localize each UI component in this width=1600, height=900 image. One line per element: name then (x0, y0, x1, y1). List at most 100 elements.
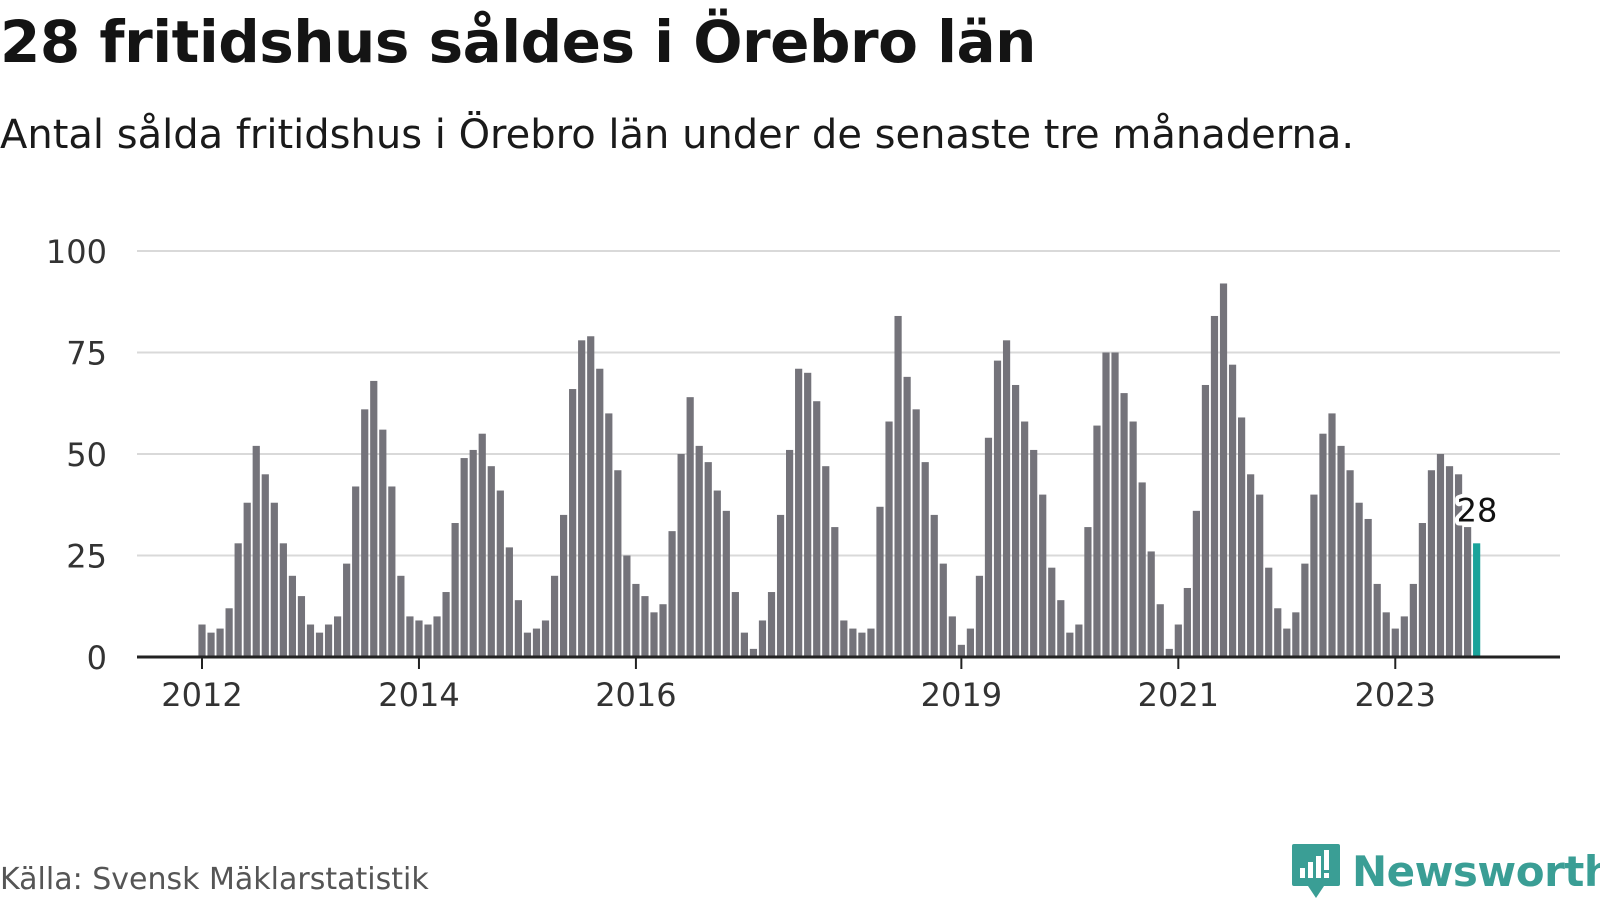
bar (334, 616, 342, 657)
chart-subtitle: Antal sålda fritidshus i Örebro län unde… (0, 112, 1355, 158)
highlight-label: 28 (1457, 491, 1498, 529)
bar (876, 506, 884, 657)
bars (198, 283, 1481, 657)
bar (1301, 563, 1309, 657)
bar (1219, 283, 1228, 657)
bar (1147, 551, 1155, 657)
bar (1165, 648, 1173, 657)
bar (1310, 494, 1318, 657)
bar (216, 628, 224, 657)
bar (614, 470, 622, 657)
y-axis-ticks: 0 25 50 75 100 (46, 233, 107, 677)
bar (541, 620, 550, 657)
x-tick-label: 2021 (1138, 676, 1219, 714)
bar-highlight (1473, 543, 1481, 657)
bar (324, 624, 333, 657)
bar (487, 466, 495, 657)
bar (234, 543, 242, 657)
bar (442, 592, 450, 657)
bar (993, 360, 1002, 657)
bar (1418, 523, 1426, 657)
bar (686, 397, 694, 657)
bar (840, 620, 848, 657)
bar (587, 336, 595, 657)
bar (1210, 315, 1219, 657)
bar (1156, 604, 1164, 657)
bar (379, 429, 387, 657)
newsworthy-logo-icon (1292, 844, 1340, 898)
bar (605, 413, 613, 657)
bar (370, 380, 378, 657)
bar (713, 490, 721, 657)
bar (1138, 482, 1146, 657)
bar (776, 514, 785, 657)
bar (930, 514, 938, 657)
bar (677, 454, 685, 657)
bar (885, 421, 893, 657)
bar (1021, 421, 1029, 657)
bar (695, 445, 703, 657)
bar (867, 628, 875, 657)
bar (532, 628, 541, 657)
bar (406, 616, 414, 657)
bar (1111, 352, 1119, 657)
bar (623, 555, 631, 657)
bar (1039, 494, 1047, 657)
bar (1247, 474, 1255, 657)
bar (740, 632, 748, 657)
y-tick-label: 100 (46, 233, 107, 271)
bar (523, 632, 532, 657)
bar (632, 583, 640, 657)
y-tick-label: 50 (66, 436, 107, 474)
bar (984, 437, 993, 657)
x-tick-label: 2023 (1355, 676, 1436, 714)
y-tick-label: 75 (66, 335, 107, 373)
bar (849, 628, 857, 657)
bar (1084, 527, 1092, 657)
bar (1102, 352, 1110, 657)
bar (397, 575, 405, 657)
bar (569, 389, 577, 657)
bar (1373, 583, 1381, 657)
bar (424, 624, 432, 657)
bar (1265, 567, 1273, 657)
bar (1066, 632, 1074, 657)
bar (813, 401, 821, 657)
bar (722, 510, 730, 657)
bar (731, 592, 739, 657)
bar (1364, 518, 1372, 657)
bar (921, 462, 929, 657)
bar (297, 596, 306, 657)
bar (198, 624, 206, 657)
bar (415, 620, 423, 657)
bar (1228, 364, 1237, 657)
bar (433, 616, 441, 657)
highlight-label-halo: 28 (1457, 491, 1498, 529)
bar (306, 624, 315, 657)
bar (1391, 628, 1399, 657)
bar (252, 445, 260, 657)
brand-logo: Newsworthy (1290, 842, 1600, 900)
bar (912, 409, 920, 657)
bar (1283, 628, 1291, 657)
bar (469, 449, 477, 657)
bar (1075, 624, 1083, 657)
bar (1409, 583, 1417, 657)
x-tick-label: 2014 (378, 676, 459, 714)
bar (749, 648, 758, 657)
bar (948, 616, 956, 657)
bar (975, 575, 984, 657)
bar (478, 433, 486, 657)
bar (1464, 527, 1472, 657)
bar (343, 563, 351, 657)
bar (1292, 612, 1300, 657)
bar (1238, 417, 1246, 657)
bar (1174, 624, 1182, 657)
bar (894, 315, 902, 657)
bar (758, 620, 767, 657)
x-tick-label: 2019 (921, 676, 1002, 714)
bar (1048, 567, 1056, 657)
bar (1012, 384, 1020, 657)
bar (1201, 384, 1210, 657)
x-tick-label: 2012 (161, 676, 242, 714)
